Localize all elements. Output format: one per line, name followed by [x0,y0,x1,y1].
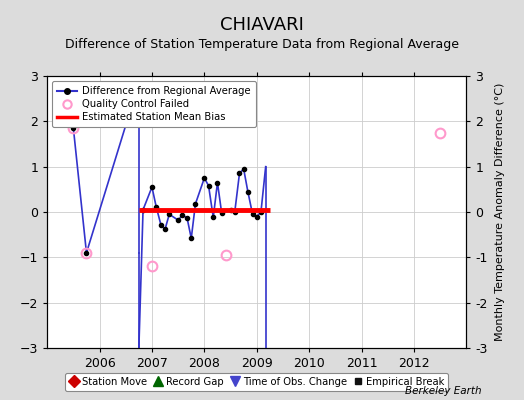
Y-axis label: Monthly Temperature Anomaly Difference (°C): Monthly Temperature Anomaly Difference (… [495,83,505,341]
Text: CHIAVARI: CHIAVARI [220,16,304,34]
Text: Difference of Station Temperature Data from Regional Average: Difference of Station Temperature Data f… [65,38,459,51]
Text: Berkeley Earth: Berkeley Earth [406,386,482,396]
Legend: Station Move, Record Gap, Time of Obs. Change, Empirical Break: Station Move, Record Gap, Time of Obs. C… [65,373,449,390]
